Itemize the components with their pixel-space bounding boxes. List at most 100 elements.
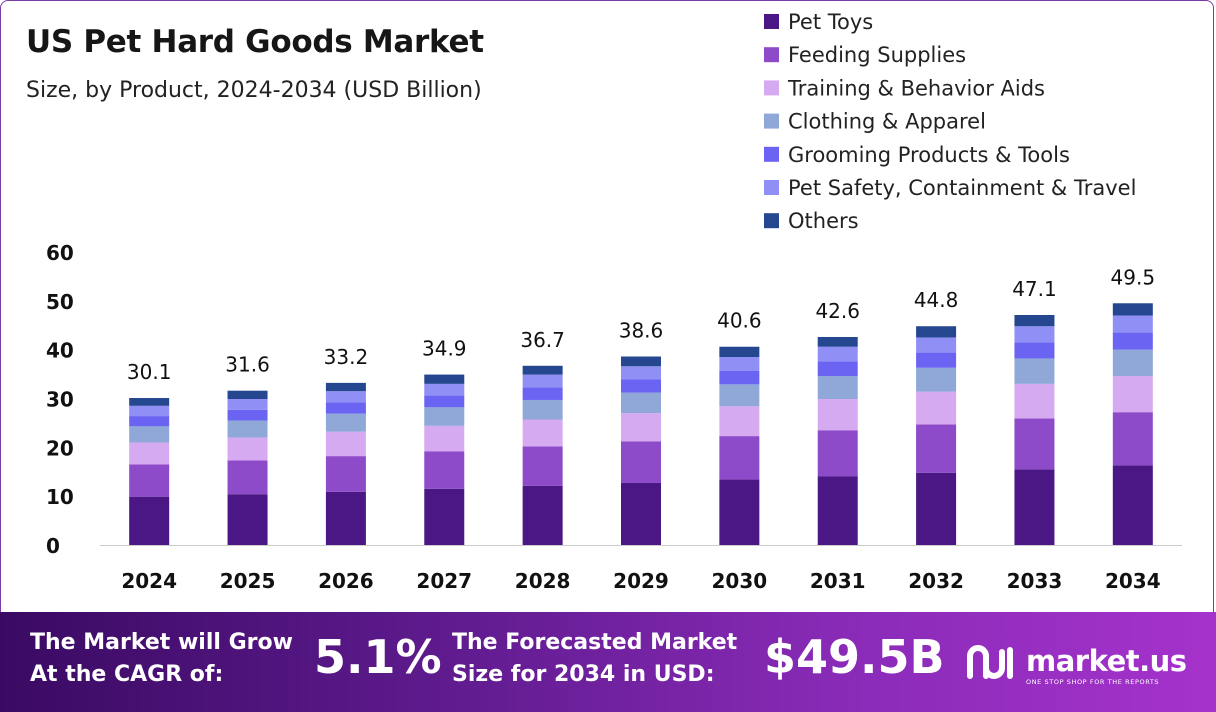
logo-text: market.us [1026, 644, 1187, 678]
legend-swatch [764, 14, 779, 29]
bar-segment-6 [621, 356, 661, 367]
bar-segment-5 [129, 405, 170, 417]
bar-segment-5 [522, 374, 563, 388]
bar-segment-4 [621, 379, 661, 393]
legend-swatch [764, 213, 779, 229]
bar-segment-5 [424, 383, 465, 396]
bar-segment-3 [522, 399, 563, 420]
forecast-value: $49.5B [764, 630, 945, 684]
bar-segment-1 [325, 456, 366, 492]
bar-segment-2 [817, 398, 858, 431]
bar-segment-3 [621, 392, 661, 414]
bar-segment-4 [1014, 342, 1055, 359]
bar-segment-1 [916, 424, 957, 473]
legend-swatch [764, 80, 779, 96]
y-axis: 0 10 20 30 40 50 60 [46, 241, 74, 558]
total-label: 31.6 [225, 353, 270, 377]
bar-segment-5 [817, 346, 858, 362]
x-axis: 2024 2025 2026 2027 2028 2029 2030 2031 2032 2033… [100, 545, 1182, 593]
bar-segment-6 [817, 336, 858, 347]
bar-segment-2 [1014, 383, 1055, 419]
bar-segment-0 [1014, 469, 1055, 545]
x-tick-label: 2027 [416, 569, 472, 593]
bar-segment-1 [522, 446, 563, 486]
legend-label: Grooming Products & Tools [788, 143, 1070, 167]
legend-swatch [764, 113, 779, 129]
bar-segment-1 [621, 441, 661, 483]
x-tick-label: 2034 [1105, 569, 1161, 593]
bar-segment-4 [719, 370, 760, 385]
bar-segment-3 [325, 413, 366, 432]
cagr-value: 5.1% [314, 630, 442, 684]
legend: Pet Toys Feeding Supplies Training & Behav… [764, 10, 1136, 233]
forecast-label-line1: The Forecasted Market [452, 630, 738, 655]
bar-segment-2 [129, 442, 170, 465]
bar-segment-0 [719, 479, 760, 545]
x-tick-label: 2033 [1007, 569, 1063, 593]
total-label: 36.7 [520, 328, 565, 352]
x-tick-label: 2026 [318, 569, 374, 593]
cagr-label-line1: The Market will Grow [30, 630, 293, 655]
bar-segment-5 [325, 391, 366, 403]
total-label: 33.2 [324, 345, 369, 369]
logo-tagline: ONE STOP SHOP FOR THE REPORTS [1026, 678, 1160, 686]
bar-segment-2 [621, 413, 661, 442]
bar-segment-4 [424, 395, 465, 408]
bar-segment-2 [227, 437, 268, 461]
y-tick-label: 60 [46, 241, 74, 265]
bar-segment-3 [817, 376, 858, 399]
bar-segment-0 [129, 496, 170, 545]
cagr-label: The Market will Grow At the CAGR of: [30, 627, 293, 691]
bar-segment-3 [916, 367, 957, 392]
bar-segment-6 [325, 382, 366, 392]
bar-segment-1 [817, 430, 858, 477]
x-tick-label: 2028 [515, 569, 571, 593]
x-tick-label: 2025 [220, 569, 276, 593]
bar-segment-5 [719, 356, 760, 371]
legend-label: Clothing & Apparel [788, 110, 986, 134]
bar-segment-2 [424, 425, 465, 452]
legend-label: Others [788, 209, 859, 233]
bar-segment-6 [1112, 303, 1153, 316]
bar-segment-5 [621, 366, 661, 380]
legend-label: Training & Behavior Aids [787, 76, 1045, 100]
chart-title: US Pet Hard Goods Market [26, 24, 484, 60]
bar-segment-0 [227, 494, 268, 545]
bar-segment-3 [424, 407, 465, 426]
y-tick-label: 20 [46, 436, 74, 460]
bar-segment-1 [424, 451, 465, 489]
bar-segment-6 [1014, 314, 1055, 327]
bar-segment-4 [1112, 332, 1153, 350]
bar-segment-6 [522, 365, 563, 375]
bar-segment-6 [129, 398, 170, 406]
x-tick-label: 2029 [613, 569, 669, 593]
bar-segment-2 [1112, 376, 1153, 413]
y-tick-label: 0 [46, 534, 60, 558]
y-tick-label: 40 [46, 339, 74, 363]
total-label: 38.6 [619, 319, 664, 343]
bar-segment-3 [129, 426, 170, 443]
total-label: 40.6 [717, 309, 762, 333]
cagr-label-line2: At the CAGR of: [30, 662, 224, 687]
legend-swatch [764, 47, 779, 63]
bar-segment-1 [1014, 418, 1055, 470]
total-label: 49.5 [1111, 265, 1156, 289]
bar-segment-4 [916, 352, 957, 368]
total-label: 44.8 [914, 288, 959, 312]
bar-segment-0 [522, 485, 563, 545]
total-label: 47.1 [1012, 277, 1057, 301]
bar-segment-4 [522, 387, 563, 400]
footer-banner: The Market will Grow At the CAGR of: 5.1… [0, 612, 1216, 712]
bar-segment-1 [719, 436, 760, 480]
legend-label: Feeding Supplies [788, 43, 966, 67]
bar-segment-4 [325, 402, 366, 414]
bar-segment-0 [817, 476, 858, 545]
total-label: 42.6 [815, 299, 860, 323]
legend-label: Pet Safety, Containment & Travel [788, 176, 1136, 200]
bar-segment-5 [227, 398, 268, 410]
bar-segment-0 [424, 488, 465, 545]
bar-series [129, 303, 1153, 545]
bar-segment-1 [129, 464, 170, 497]
bar-segment-4 [817, 361, 858, 377]
bar-segment-6 [719, 346, 760, 357]
